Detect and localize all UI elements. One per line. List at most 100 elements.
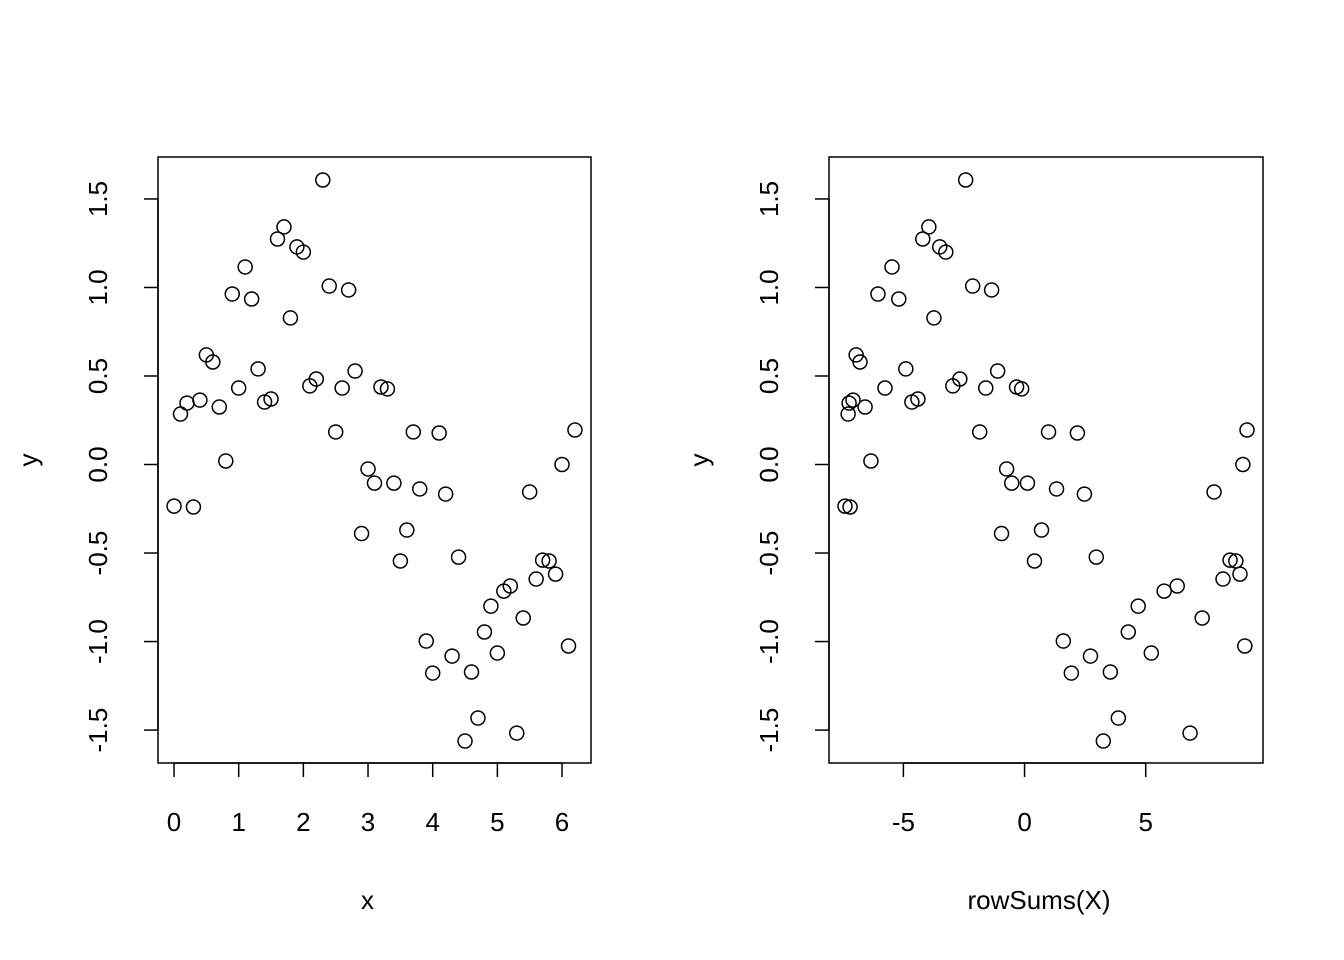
point [237, 259, 253, 275]
point [276, 219, 292, 235]
point [315, 172, 331, 188]
point [938, 244, 954, 260]
point [528, 571, 544, 587]
point [910, 391, 926, 407]
point [483, 598, 499, 614]
point [1169, 578, 1185, 594]
point [1040, 424, 1057, 440]
point [373, 379, 389, 395]
point [840, 406, 856, 422]
y-tick-label: -1.5 [754, 708, 784, 753]
point [884, 259, 900, 275]
point [1206, 484, 1222, 500]
point [321, 278, 337, 294]
y-tick-label: 0.0 [83, 446, 113, 482]
y-tick-label: 1.5 [83, 181, 113, 217]
point [998, 461, 1015, 477]
point [1102, 664, 1119, 680]
point [964, 278, 981, 294]
point [554, 456, 570, 473]
y-axis-title: y [13, 454, 43, 467]
point [1194, 610, 1210, 626]
x-tick-label: 5 [490, 807, 504, 837]
x-tick-label: 0 [167, 807, 181, 837]
point [379, 381, 396, 397]
x-axis-title: x [361, 885, 374, 915]
point [360, 461, 376, 477]
point [450, 549, 467, 565]
point [1019, 475, 1036, 491]
point [366, 475, 383, 491]
point [250, 361, 266, 377]
point [295, 244, 312, 260]
plot-frame [157, 156, 592, 764]
point [192, 392, 208, 408]
point [243, 291, 260, 307]
point [1063, 665, 1080, 681]
point [470, 710, 486, 726]
point [857, 399, 873, 415]
point [842, 499, 858, 515]
y-tick-label: -1.0 [83, 619, 113, 664]
point [547, 566, 564, 582]
point [852, 354, 868, 370]
point [837, 498, 853, 514]
point [1120, 624, 1137, 640]
point [1232, 566, 1248, 582]
point [1182, 725, 1198, 741]
point [1033, 522, 1050, 538]
point [1003, 475, 1020, 491]
point [424, 665, 441, 681]
point [457, 733, 473, 749]
point [489, 645, 506, 661]
point [166, 498, 182, 514]
point [993, 525, 1010, 542]
point [263, 391, 279, 407]
point [502, 578, 519, 594]
point [515, 610, 531, 626]
point [392, 553, 409, 569]
x-tick-label: 4 [425, 807, 439, 837]
point [1110, 710, 1127, 726]
point [399, 522, 415, 538]
point [347, 363, 363, 379]
point [230, 380, 247, 396]
point [1082, 648, 1099, 664]
point [1239, 422, 1255, 438]
y-tick-label: 1.5 [754, 181, 784, 217]
point [1026, 553, 1043, 569]
point [521, 484, 538, 500]
point [1076, 486, 1093, 502]
x-axis-title: rowSums(X) [967, 885, 1110, 915]
point [983, 282, 1000, 298]
point [327, 424, 344, 440]
point [463, 664, 480, 680]
y-axis-title: y [684, 454, 714, 467]
point [418, 633, 434, 649]
point [1055, 633, 1072, 649]
point [1048, 481, 1065, 497]
x-tick-label: -5 [892, 807, 915, 837]
point [891, 291, 907, 307]
point [353, 525, 370, 542]
point [185, 499, 202, 515]
point [218, 453, 234, 469]
point [476, 624, 493, 640]
point [1237, 638, 1253, 654]
x-tick-label: 5 [1138, 807, 1152, 837]
y-tick-label: -0.5 [754, 531, 784, 576]
y-tick-label: 1.0 [754, 269, 784, 305]
point [845, 392, 861, 408]
point [1069, 425, 1086, 441]
point [1130, 598, 1146, 614]
point [224, 286, 240, 302]
point [334, 380, 350, 396]
point [921, 219, 937, 235]
point [412, 481, 428, 497]
point [444, 648, 460, 664]
x-tick-label: 1 [231, 807, 245, 837]
point [1088, 549, 1105, 565]
point [1222, 552, 1238, 568]
y-tick-label: 0.5 [83, 358, 113, 394]
